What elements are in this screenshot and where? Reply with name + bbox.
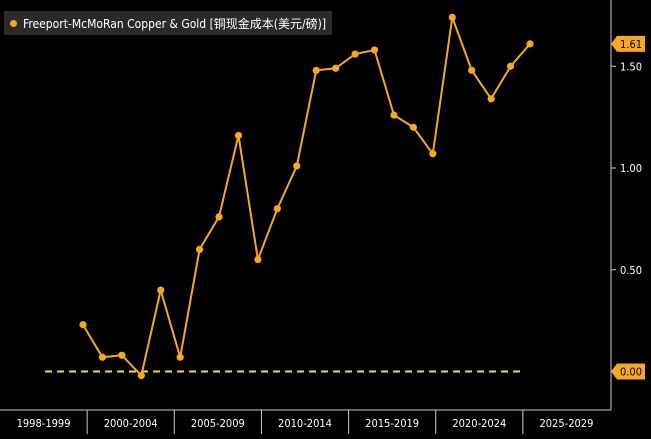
- data-point: [157, 286, 165, 294]
- data-point: [429, 150, 437, 158]
- x-tick-label: 2005-2009: [191, 417, 245, 430]
- y-tick-label: 1.00: [620, 162, 642, 175]
- data-point: [79, 321, 87, 329]
- legend-label: Freeport-McMoRan Copper & Gold [铜现金成本(美元…: [23, 16, 327, 31]
- data-point: [409, 123, 417, 131]
- data-point: [312, 66, 320, 74]
- data-point: [98, 353, 107, 361]
- last-value-label-bg: [611, 35, 645, 52]
- data-point: [487, 95, 495, 103]
- series-line: [82, 17, 531, 378]
- x-tick-label: 2020-2024: [452, 417, 506, 430]
- x-tick-label: 2000-2004: [104, 417, 158, 430]
- data-point: [254, 255, 262, 264]
- y-tick-label: 0.50: [620, 264, 642, 277]
- zero-value-label-bg: [611, 363, 645, 380]
- data-point: [526, 40, 534, 48]
- data-point: [234, 131, 243, 140]
- data-point: [137, 371, 145, 380]
- y-tick-label: 1.50: [620, 60, 642, 73]
- data-point: [293, 162, 301, 170]
- data-point: [448, 13, 456, 22]
- last-value-label: 1.61: [620, 38, 642, 51]
- legend-marker: [10, 19, 17, 27]
- data-point: [196, 245, 204, 253]
- data-point: [332, 64, 340, 72]
- zero-value-label: 0.00: [620, 366, 642, 379]
- data-point: [351, 50, 359, 58]
- x-tick-label: 2010-2014: [278, 417, 332, 430]
- x-tick-label: 1998-1999: [17, 417, 71, 430]
- data-point: [118, 351, 126, 359]
- data-point: [506, 62, 515, 70]
- data-point: [370, 46, 379, 54]
- x-tick-label: 2015-2019: [365, 417, 419, 430]
- data-point: [273, 205, 281, 213]
- data-point: [468, 66, 476, 74]
- x-tick-label: 2025-2029: [539, 417, 593, 430]
- legend: Freeport-McMoRan Copper & Gold [铜现金成本(美元…: [4, 11, 333, 35]
- data-point: [215, 213, 223, 221]
- data-point: [176, 353, 184, 361]
- data-point: [390, 111, 398, 119]
